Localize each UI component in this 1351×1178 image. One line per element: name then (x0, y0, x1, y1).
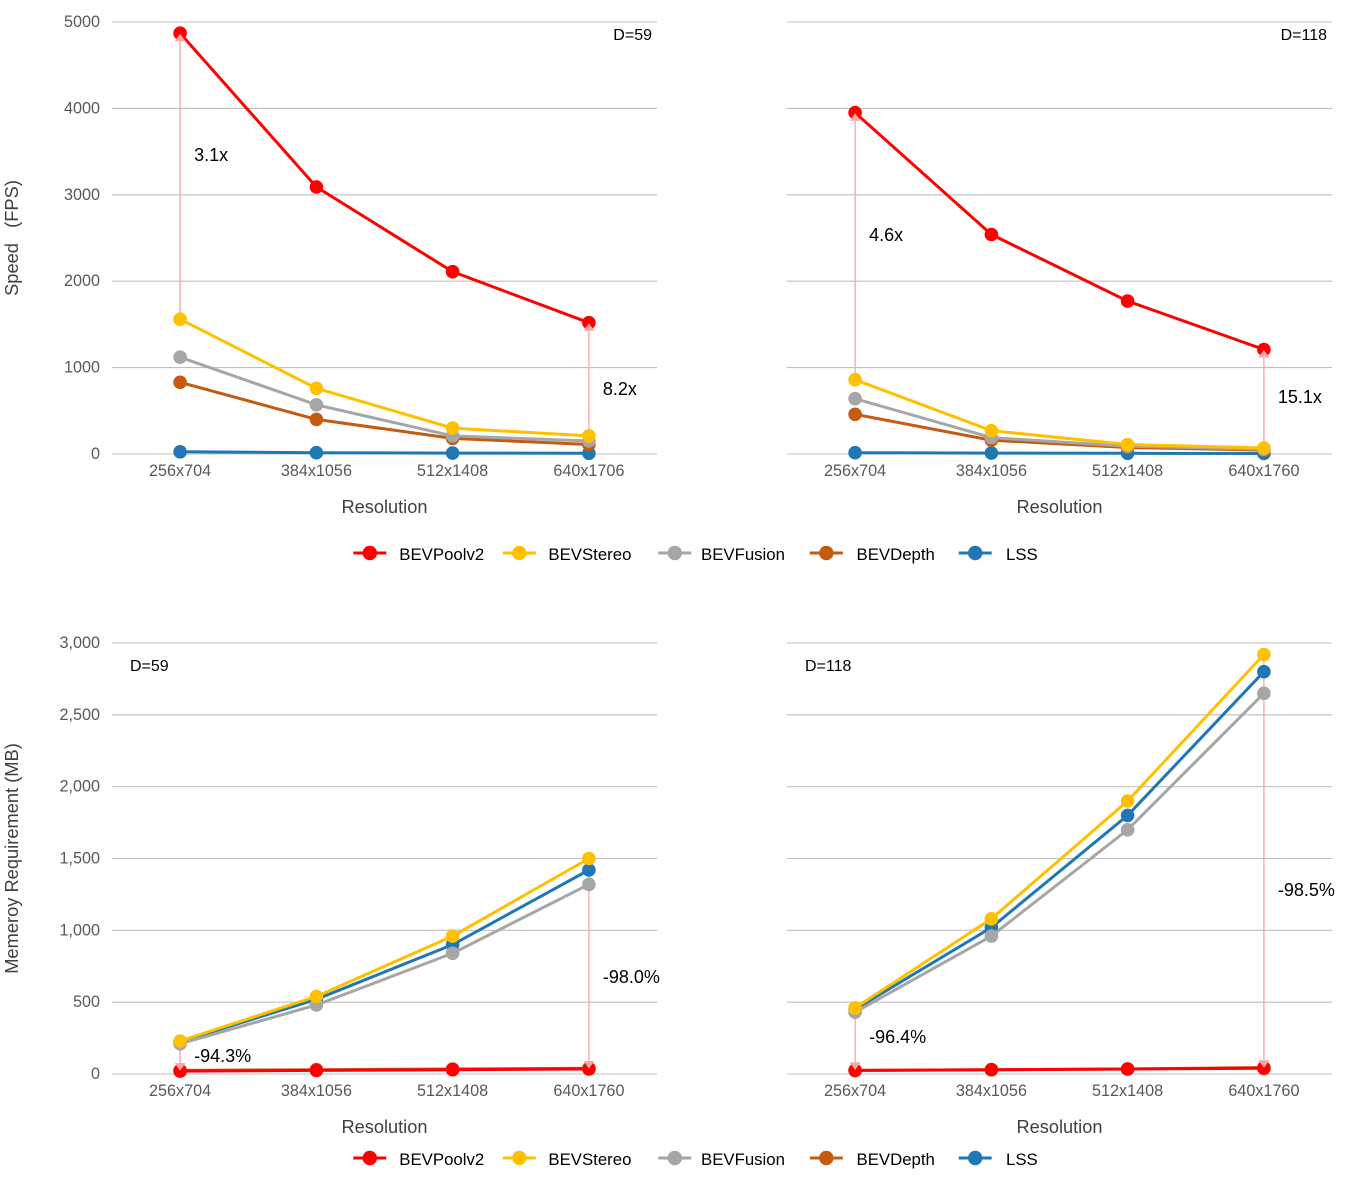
svg-text:Resolution: Resolution (342, 497, 428, 517)
svg-text:BEVFusion: BEVFusion (701, 1150, 785, 1169)
svg-text:LSS: LSS (1006, 545, 1038, 564)
svg-text:640x1760: 640x1760 (1228, 1082, 1299, 1100)
svg-text:BEVPoolv2: BEVPoolv2 (399, 1150, 484, 1169)
svg-text:Memeroy Requirement (MB): Memeroy Requirement (MB) (1, 743, 22, 974)
svg-text:384x1056: 384x1056 (281, 1082, 352, 1100)
svg-text:BEVDepth: BEVDepth (857, 545, 935, 564)
svg-text:5000: 5000 (64, 13, 100, 31)
svg-text:-98.0%: -98.0% (603, 967, 660, 987)
svg-text:0: 0 (91, 445, 100, 463)
svg-text:Speed (FPS): Speed (FPS) (1, 180, 22, 296)
svg-text:512x1408: 512x1408 (1092, 1082, 1163, 1100)
svg-text:384x1056: 384x1056 (956, 462, 1027, 480)
svg-text:Resolution: Resolution (1017, 1117, 1103, 1137)
svg-text:8.2x: 8.2x (603, 379, 637, 399)
svg-text:Resolution: Resolution (1017, 497, 1103, 517)
svg-text:3000: 3000 (64, 186, 100, 204)
svg-text:3.1x: 3.1x (194, 145, 228, 165)
svg-text:0: 0 (91, 1065, 100, 1083)
svg-text:Resolution: Resolution (342, 1117, 428, 1137)
svg-text:256x704: 256x704 (824, 462, 886, 480)
svg-text:BEVDepth: BEVDepth (857, 1150, 935, 1169)
svg-text:640x1760: 640x1760 (553, 1082, 624, 1100)
svg-text:4000: 4000 (64, 99, 100, 117)
svg-text:2,500: 2,500 (59, 706, 100, 724)
svg-text:-94.3%: -94.3% (194, 1046, 251, 1066)
svg-text:-98.5%: -98.5% (1278, 880, 1335, 900)
svg-text:512x1408: 512x1408 (417, 1082, 488, 1100)
svg-text:256x704: 256x704 (149, 462, 211, 480)
svg-text:D=59: D=59 (613, 27, 652, 44)
svg-text:15.1x: 15.1x (1278, 387, 1322, 407)
svg-text:2,000: 2,000 (59, 778, 100, 796)
svg-text:384x1056: 384x1056 (956, 1082, 1027, 1100)
svg-text:512x1408: 512x1408 (417, 462, 488, 480)
svg-text:BEVPoolv2: BEVPoolv2 (399, 545, 484, 564)
svg-text:640x1706: 640x1706 (553, 462, 624, 480)
svg-text:384x1056: 384x1056 (281, 462, 352, 480)
svg-text:1,500: 1,500 (59, 850, 100, 868)
svg-text:256x704: 256x704 (149, 1082, 211, 1100)
svg-text:D=118: D=118 (805, 658, 852, 675)
svg-text:D=118: D=118 (1281, 27, 1328, 44)
svg-text:640x1760: 640x1760 (1228, 462, 1299, 480)
svg-text:512x1408: 512x1408 (1092, 462, 1163, 480)
svg-text:BEVStereo: BEVStereo (548, 1150, 631, 1169)
svg-text:3,000: 3,000 (59, 634, 100, 652)
svg-text:1,000: 1,000 (59, 921, 100, 939)
svg-text:LSS: LSS (1006, 1150, 1038, 1169)
svg-text:4.6x: 4.6x (869, 225, 903, 245)
svg-text:BEVFusion: BEVFusion (701, 545, 785, 564)
svg-text:1000: 1000 (64, 359, 100, 377)
svg-text:256x704: 256x704 (824, 1082, 886, 1100)
svg-text:-96.4%: -96.4% (869, 1027, 926, 1047)
svg-text:500: 500 (73, 993, 100, 1011)
svg-text:BEVStereo: BEVStereo (548, 545, 631, 564)
svg-text:D=59: D=59 (130, 658, 169, 675)
svg-text:2000: 2000 (64, 272, 100, 290)
